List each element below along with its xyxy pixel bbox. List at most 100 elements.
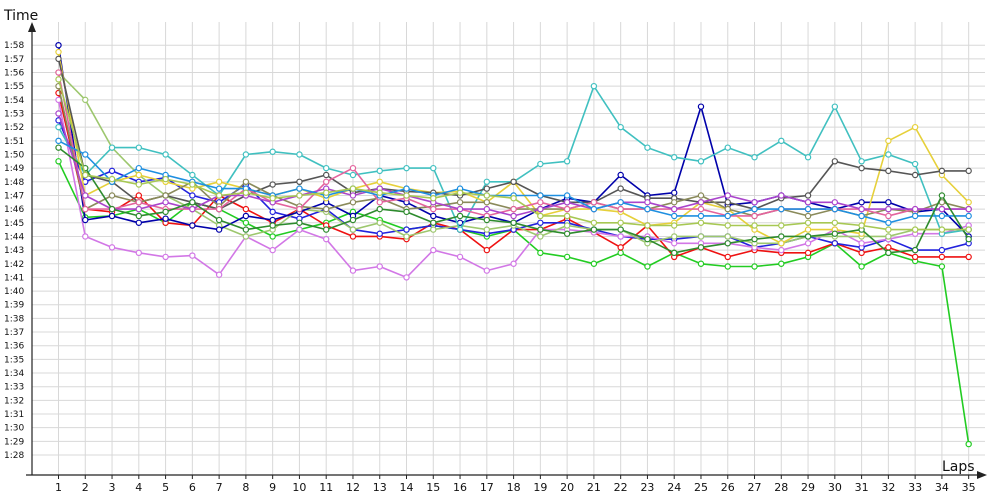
data-point [82,233,89,240]
data-point [590,205,598,213]
data-point [269,246,276,254]
data-point [751,205,758,213]
data-point [483,178,491,185]
data-point [456,205,464,213]
data-point [965,440,972,448]
y-tick-label: 1:47 [4,191,24,201]
data-point [697,219,705,226]
data-point [831,240,839,247]
data-point [858,249,865,257]
data-point [938,192,946,199]
data-point [965,212,972,220]
data-point [831,219,839,226]
data-point [162,208,169,216]
data-point [215,271,223,278]
data-point [242,233,250,240]
data-point [82,151,89,158]
data-point [965,205,972,213]
data-point [911,246,919,254]
data-point [671,212,678,220]
y-tick-label: 1:52 [4,123,24,133]
data-point [831,199,839,206]
data-point [590,226,598,233]
data-point [590,199,598,206]
data-point [55,144,62,151]
data-point [162,253,169,261]
data-point [483,205,491,213]
x-tick-label: 17 [480,481,494,494]
data-point [885,233,892,240]
data-point [804,192,812,199]
data-point [751,212,758,220]
data-point [671,189,678,196]
data-point [831,205,839,213]
x-tick-label: 32 [881,481,895,494]
data-point [563,158,571,165]
x-tick-label: 6 [189,481,196,494]
data-point [697,260,705,267]
data-point [403,274,410,281]
data-point [778,246,785,254]
data-point [671,240,678,247]
data-point [617,123,624,131]
data-point [376,219,383,226]
data-point [965,235,972,243]
data-point [323,205,330,213]
data-point [135,212,143,220]
data-point [885,219,892,226]
y-tick-label: 1:46 [4,205,24,215]
data-point [537,199,544,206]
data-point [697,233,705,240]
data-point [269,194,276,202]
data-point [349,216,357,224]
data-point [456,212,464,220]
data-point [376,199,383,206]
data-point [296,219,303,226]
data-point [376,167,383,175]
data-point [135,205,143,213]
y-tick-label: 1:55 [4,82,24,92]
data-point [189,171,196,179]
y-tick-label: 1:49 [4,164,24,174]
x-tick-label: 29 [801,481,815,494]
data-point [55,137,62,145]
y-tick-label: 1:48 [4,178,24,188]
y-axis-arrow [28,22,36,32]
data-point [537,205,544,213]
data-point [215,226,223,233]
data-point [323,164,330,172]
data-point [510,260,517,267]
data-point [162,199,169,206]
data-point [349,185,357,192]
x-tick-label: 34 [935,481,949,494]
data-point [885,167,892,175]
data-point [376,263,383,270]
data-point [697,103,705,110]
data-point [590,219,598,226]
data-point [269,222,276,229]
x-tick-label: 18 [507,481,521,494]
data-point [215,205,223,213]
y-tick-label: 1:32 [4,396,24,406]
data-point [189,205,196,213]
data-point [242,212,250,220]
data-point [804,249,812,257]
data-point [644,263,651,270]
data-point [563,230,571,237]
data-point [510,194,517,202]
data-point [804,233,812,240]
x-tick-label: 25 [694,481,708,494]
x-tick-label: 11 [319,481,333,494]
y-tick-label: 1:43 [4,246,24,256]
data-point [537,219,544,226]
series-15 [55,76,972,233]
data-point [644,205,651,213]
data-point [323,178,330,185]
data-point [135,219,143,226]
data-point [108,192,116,199]
data-point [697,212,705,220]
data-point [269,233,276,240]
x-tick-label: 23 [640,481,654,494]
data-point [403,185,410,192]
